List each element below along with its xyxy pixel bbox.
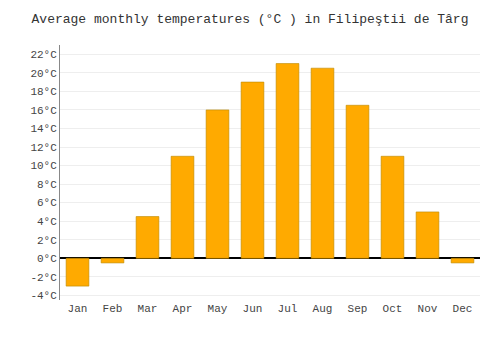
svg-text:Aug: Aug — [313, 303, 333, 315]
svg-text:8°C: 8°C — [37, 179, 57, 191]
svg-text:Oct: Oct — [383, 303, 403, 315]
svg-text:Feb: Feb — [103, 303, 123, 315]
svg-text:Dec: Dec — [453, 303, 473, 315]
svg-text:14°C: 14°C — [30, 123, 57, 135]
svg-text:12°C: 12°C — [30, 142, 57, 154]
svg-text:-2°C: -2°C — [30, 272, 57, 284]
svg-text:20°C: 20°C — [30, 68, 57, 80]
svg-text:May: May — [208, 303, 228, 315]
svg-text:Nov: Nov — [418, 303, 438, 315]
svg-text:Jul: Jul — [278, 303, 298, 315]
svg-text:Average monthly temperatures (: Average monthly temperatures (°C ) in Fi… — [32, 12, 469, 27]
svg-text:4°C: 4°C — [37, 216, 57, 228]
svg-text:-4°C: -4°C — [30, 290, 57, 302]
svg-text:16°C: 16°C — [30, 105, 57, 117]
svg-text:22°C: 22°C — [30, 49, 57, 61]
svg-text:Sep: Sep — [348, 303, 368, 315]
svg-text:18°C: 18°C — [30, 86, 57, 98]
svg-text:Mar: Mar — [138, 303, 158, 315]
svg-text:Apr: Apr — [173, 303, 193, 315]
svg-text:10°C: 10°C — [30, 160, 57, 172]
svg-text:0°C: 0°C — [37, 253, 57, 265]
svg-text:Jun: Jun — [243, 303, 263, 315]
svg-text:6°C: 6°C — [37, 197, 57, 209]
svg-text:Jan: Jan — [68, 303, 88, 315]
svg-text:2°C: 2°C — [37, 235, 57, 247]
